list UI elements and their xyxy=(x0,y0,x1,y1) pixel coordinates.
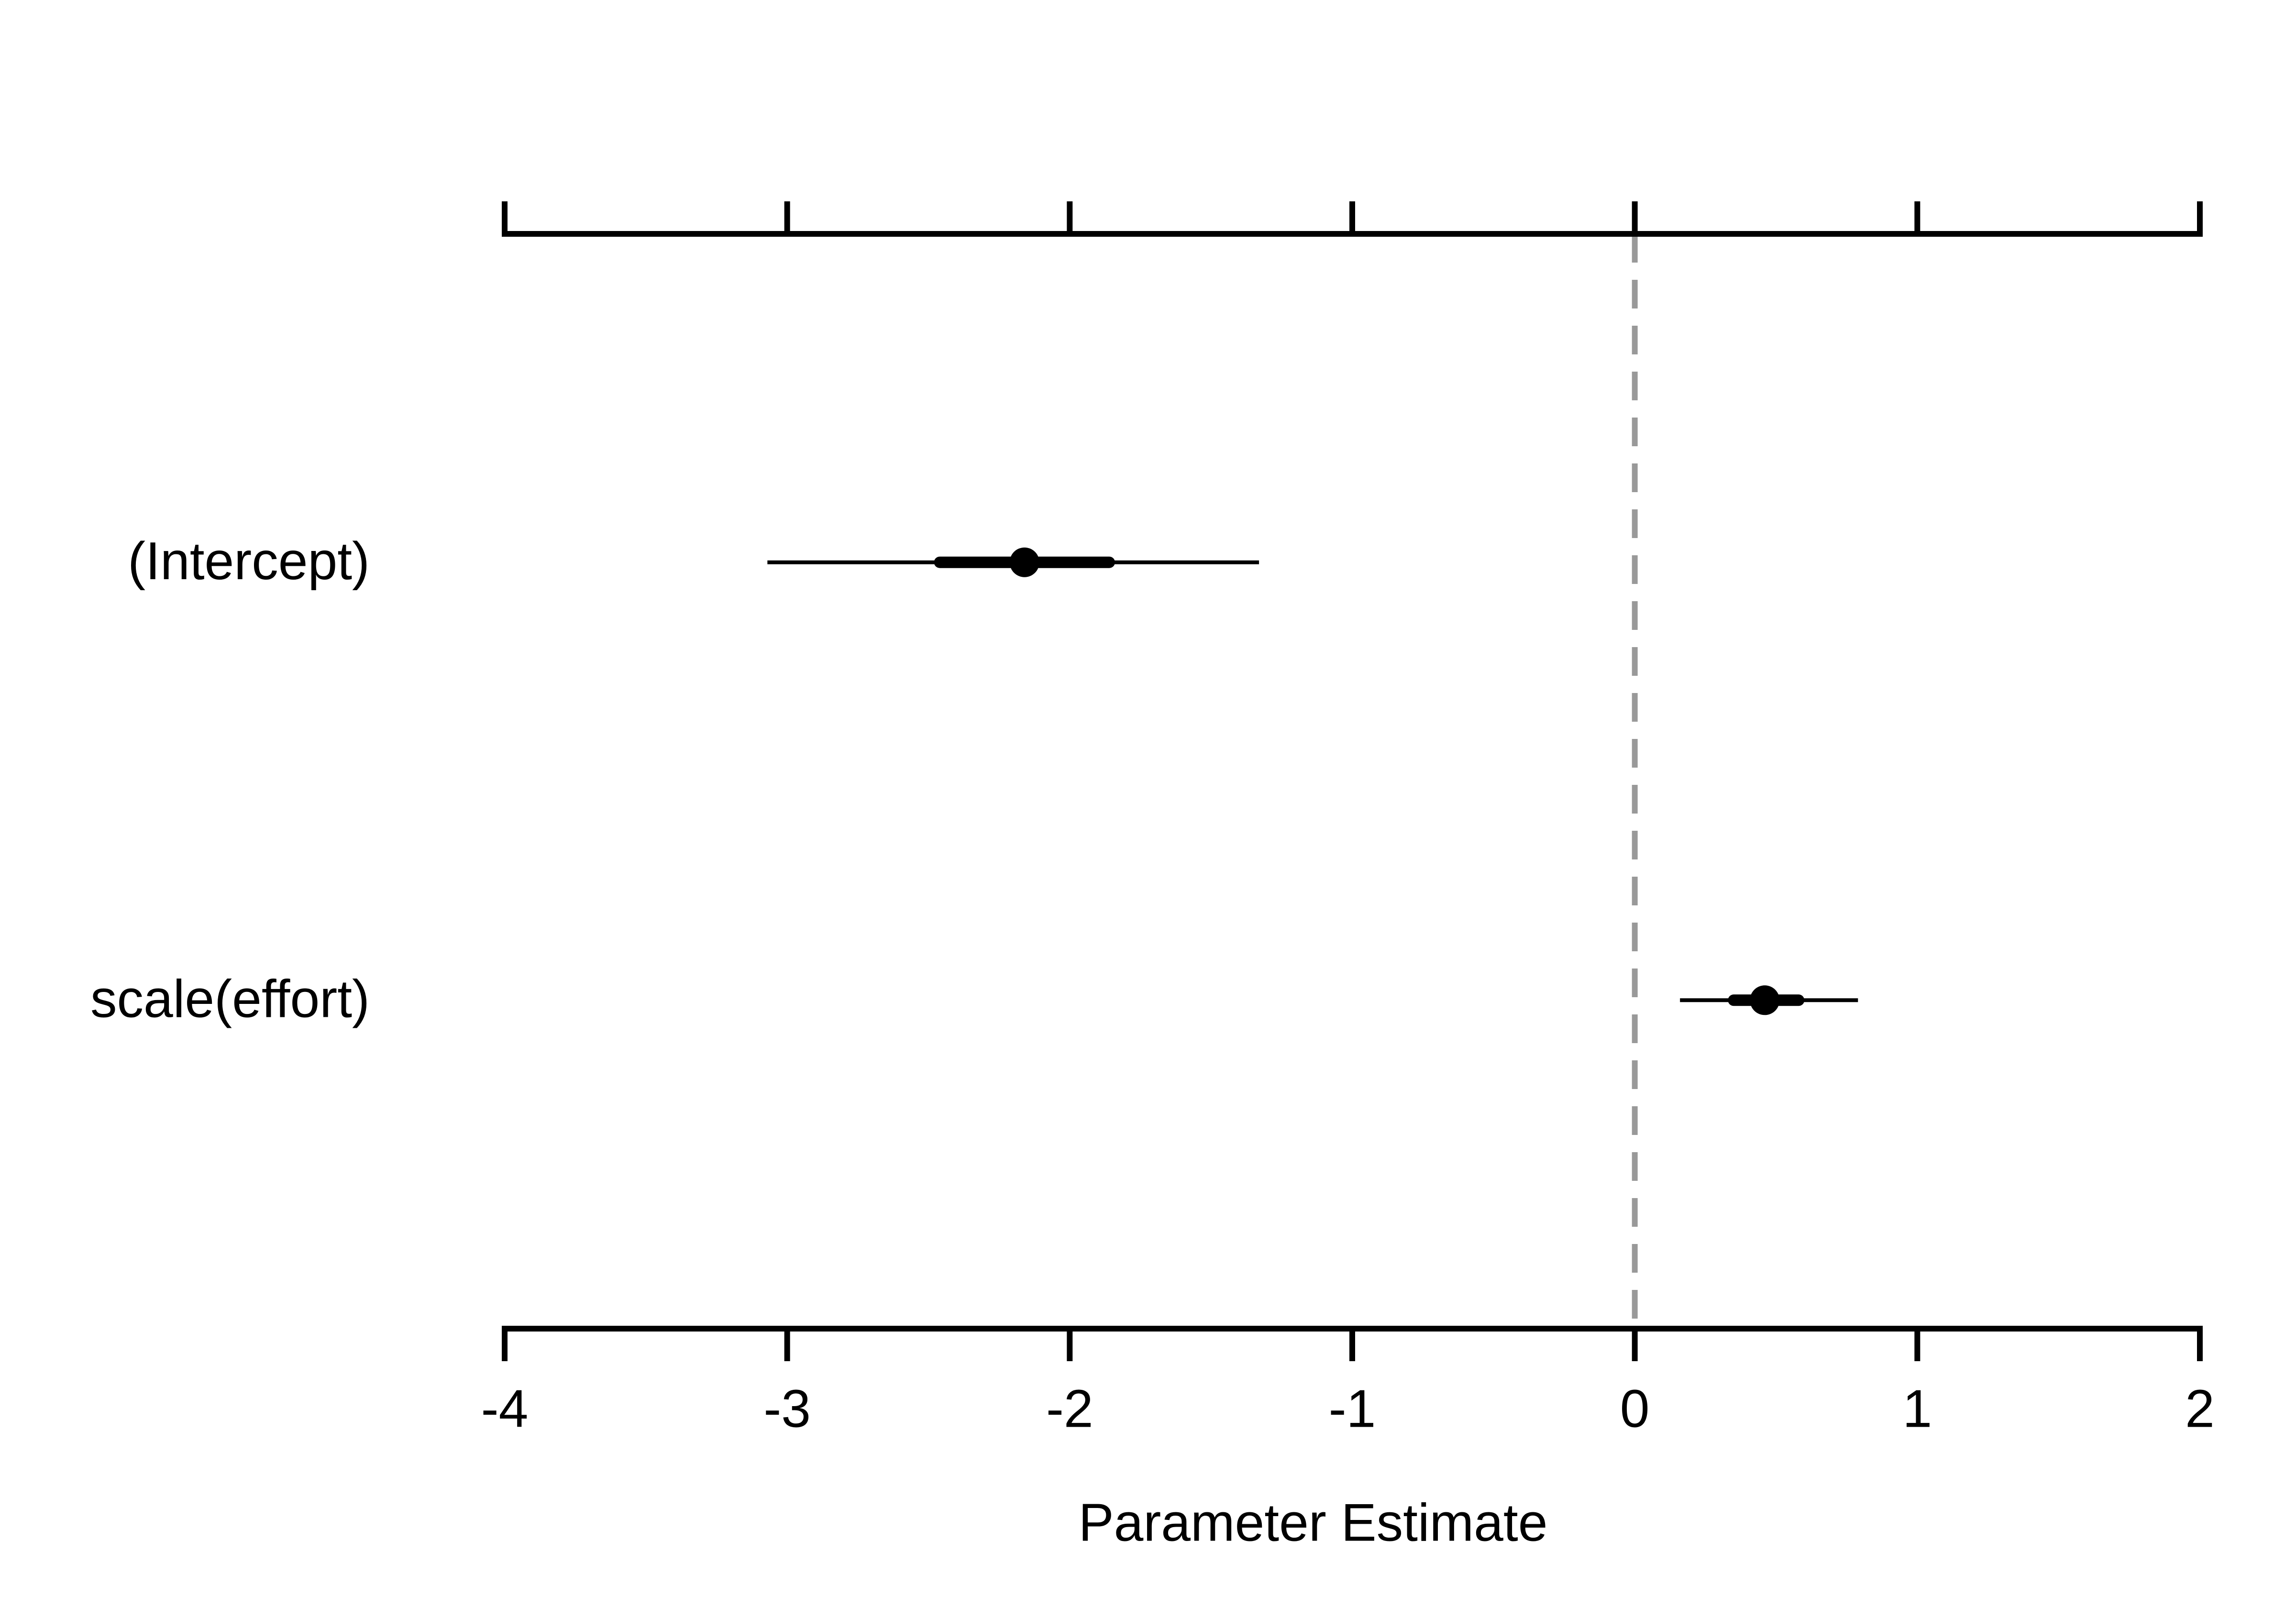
x-tick-label: 1 xyxy=(1902,1379,1932,1438)
x-tick-label: -4 xyxy=(481,1379,529,1438)
point-estimate xyxy=(1009,547,1039,577)
x-tick-label: -3 xyxy=(763,1379,811,1438)
x-tick-label: -2 xyxy=(1046,1379,1093,1438)
x-tick-label: -1 xyxy=(1329,1379,1376,1438)
x-tick-label: 2 xyxy=(2185,1379,2215,1438)
category-label: scale(effort) xyxy=(90,969,370,1029)
x-axis-label: Parameter Estimate xyxy=(1079,1493,1548,1552)
point-estimate xyxy=(1750,985,1780,1015)
category-label: (Intercept) xyxy=(128,531,370,591)
x-tick-label: 0 xyxy=(1620,1379,1650,1438)
